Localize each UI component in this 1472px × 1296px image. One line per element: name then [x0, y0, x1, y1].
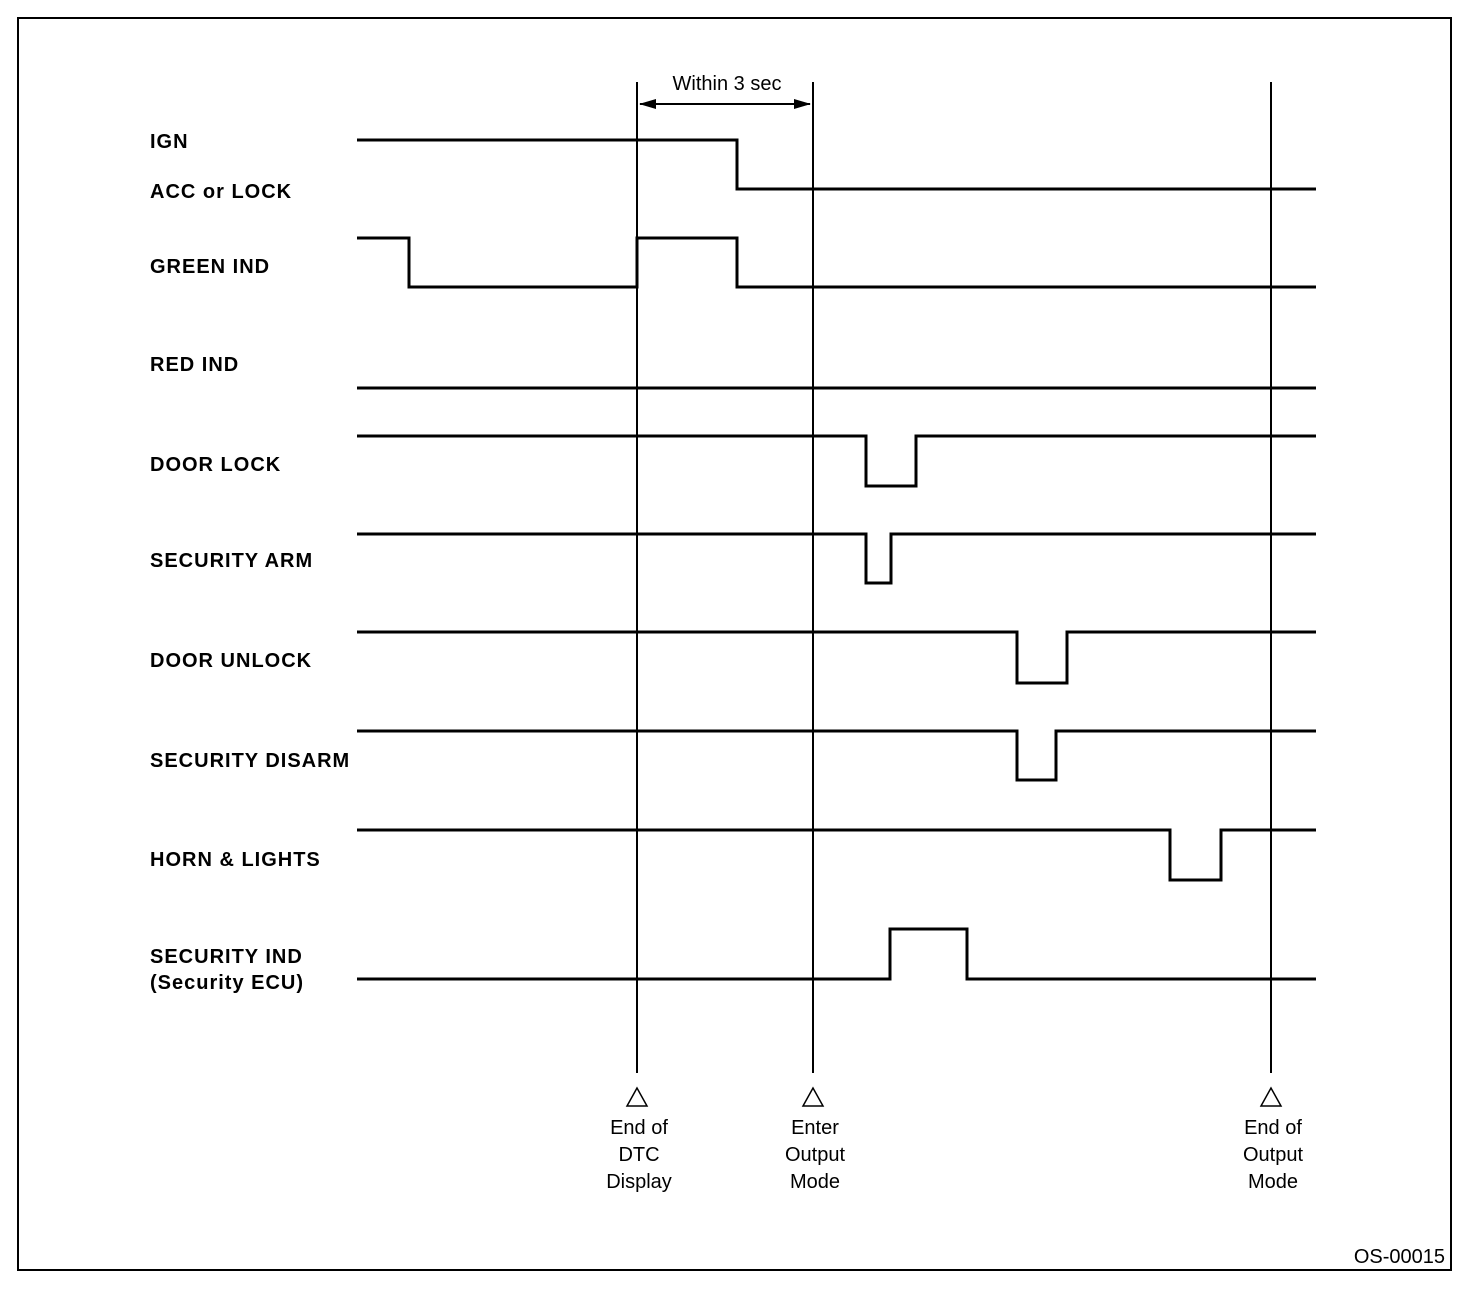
marker-label-enter-2: Output: [785, 1144, 845, 1166]
marker-label-end-1: End of: [1244, 1117, 1302, 1139]
wave-door-unlock: [357, 630, 1316, 685]
marker-label-enter-3: Mode: [790, 1171, 840, 1193]
marker-label-enter-1: Enter: [791, 1117, 839, 1139]
marker-label-end-2: Output: [1243, 1144, 1303, 1166]
signal-label-security-disarm: SECURITY DISARM: [150, 750, 350, 772]
figure-id: OS-00015: [1354, 1246, 1445, 1268]
wave-ign: [357, 138, 1316, 191]
triangle-marker-icon: [801, 1086, 825, 1107]
frame-border: [17, 17, 1452, 1271]
marker-label-end-3: Mode: [1248, 1171, 1298, 1193]
arrowhead-right-icon: [794, 99, 811, 109]
marker-lines: [636, 82, 1272, 1073]
signal-label-horn-lights: HORN & LIGHTS: [150, 849, 321, 871]
signal-label-red-ind: RED IND: [150, 354, 239, 376]
signal-label-security-ind: SECURITY IND: [150, 946, 303, 968]
triangle-marker-icon: [625, 1086, 649, 1107]
signal-label-door-lock: DOOR LOCK: [150, 454, 281, 476]
interval-label: Within 3 sec: [673, 73, 782, 95]
wave-security-disarm: [357, 729, 1316, 782]
triangle-marker-icon: [1259, 1086, 1283, 1107]
marker-label-dtc-1: End of: [610, 1117, 668, 1139]
wave-green-ind: [357, 236, 1316, 289]
marker-label-dtc-2: DTC: [618, 1144, 659, 1166]
signal-label-door-unlock: DOOR UNLOCK: [150, 650, 312, 672]
signal-label-acc-lock: ACC or LOCK: [150, 181, 292, 203]
marker-label-dtc-3: Display: [606, 1171, 672, 1193]
wave-security-ind: [357, 927, 1316, 981]
arrowhead-left-icon: [639, 99, 656, 109]
signal-label-security-ecu: (Security ECU): [150, 972, 304, 994]
signal-label-security-arm: SECURITY ARM: [150, 550, 313, 572]
wave-horn-lights: [357, 828, 1316, 882]
signal-label-green-ind: GREEN IND: [150, 256, 270, 278]
wave-security-arm: [357, 532, 1316, 585]
wave-door-lock: [357, 434, 1316, 488]
signal-label-ign: IGN: [150, 131, 189, 153]
